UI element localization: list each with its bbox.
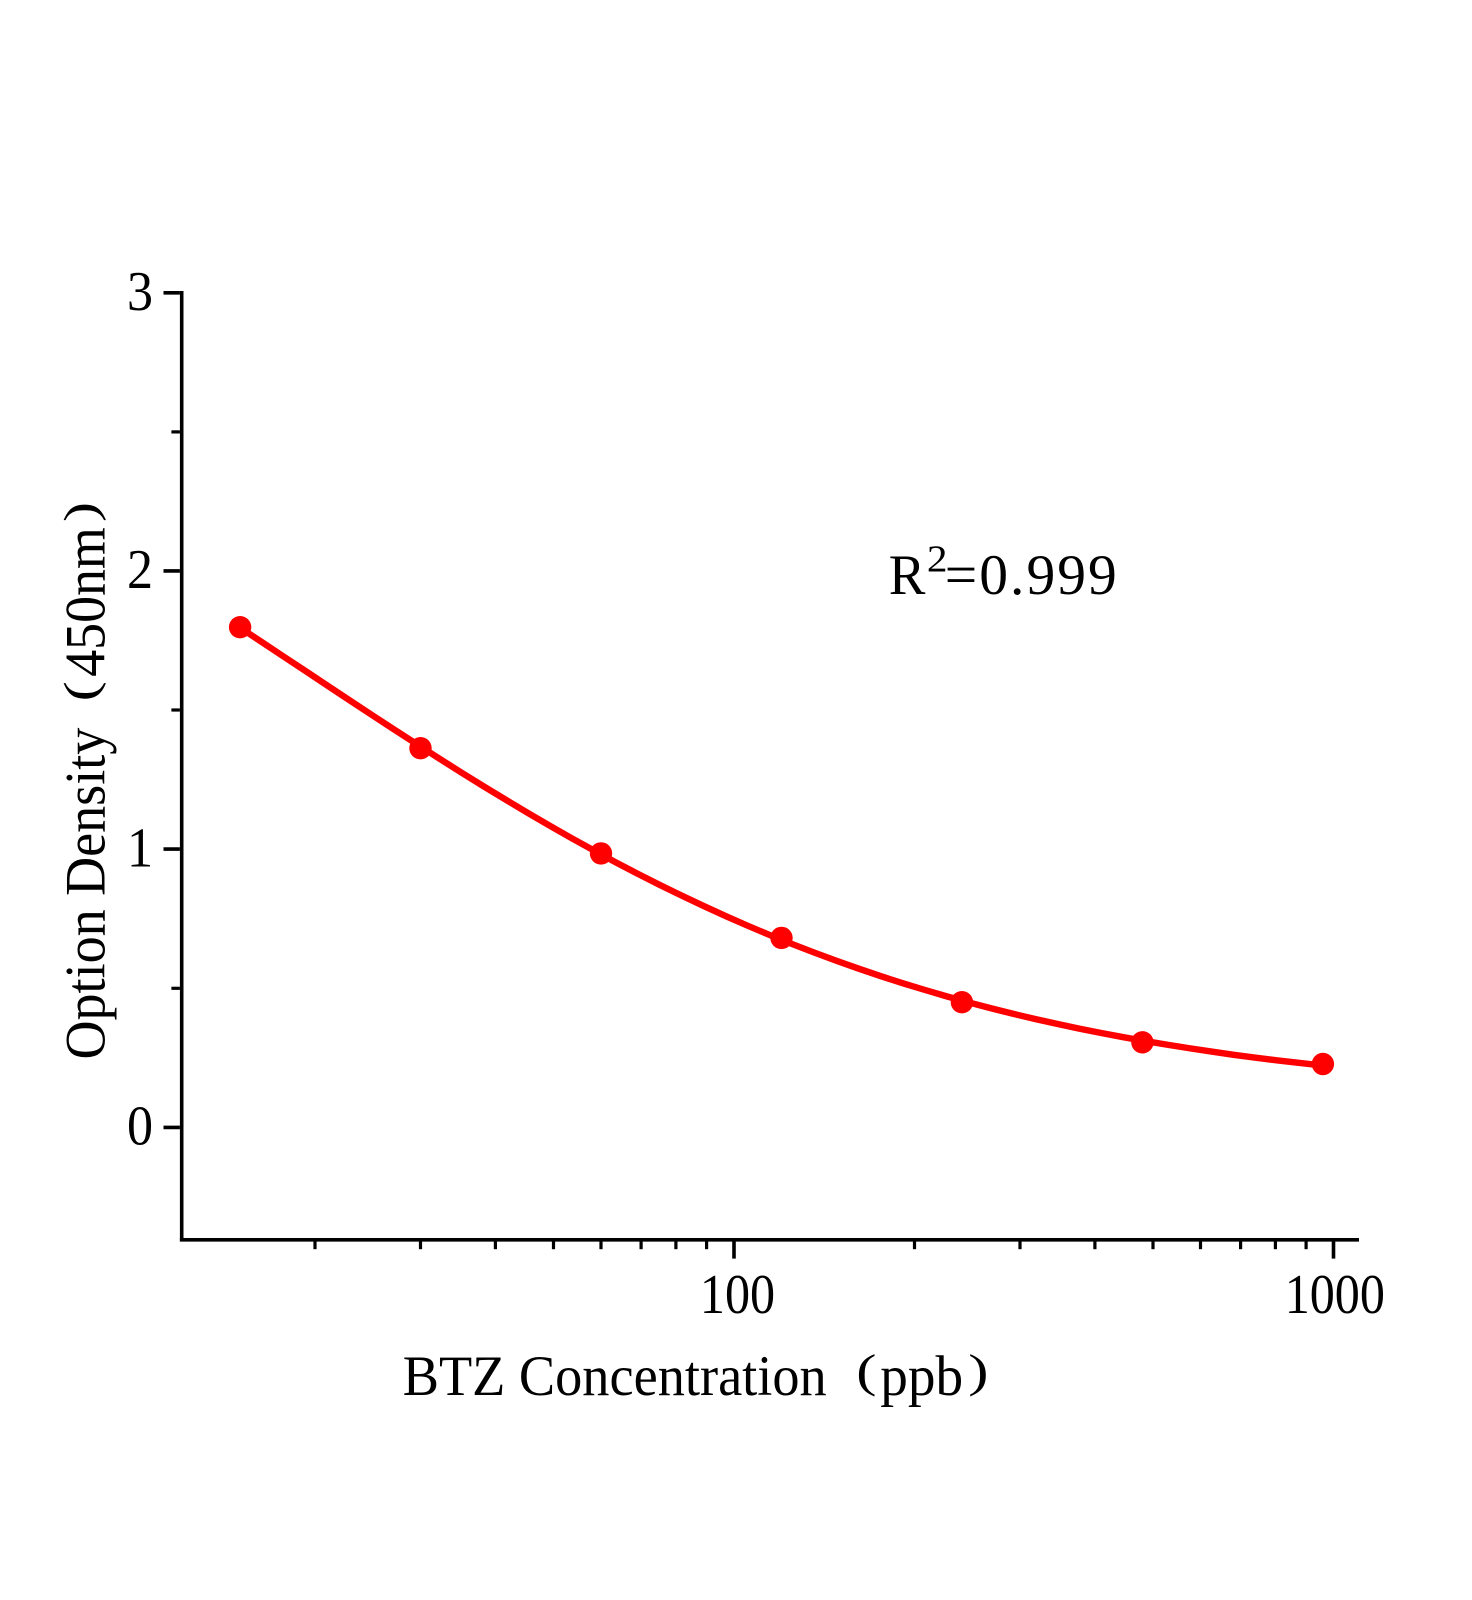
svg-text:): ): [968, 1345, 988, 1397]
svg-text:Option Density: Option Density: [54, 728, 118, 1060]
svg-text:BTZ Concentration: BTZ Concentration: [403, 1345, 827, 1409]
svg-text:0: 0: [127, 1095, 153, 1157]
svg-text:): ): [55, 502, 107, 522]
svg-text:=0.999: =0.999: [945, 544, 1117, 607]
svg-text:450nm: 450nm: [54, 527, 118, 677]
svg-text:1000: 1000: [1285, 1265, 1385, 1326]
svg-text:2: 2: [927, 538, 948, 580]
svg-text:R: R: [889, 544, 926, 607]
svg-text:ppb: ppb: [880, 1345, 963, 1408]
svg-text:(: (: [856, 1345, 876, 1397]
svg-text:2: 2: [127, 538, 153, 600]
svg-text:1: 1: [127, 817, 153, 879]
svg-text:3: 3: [127, 260, 153, 322]
svg-text:100: 100: [700, 1265, 775, 1326]
svg-text:(: (: [55, 681, 107, 701]
